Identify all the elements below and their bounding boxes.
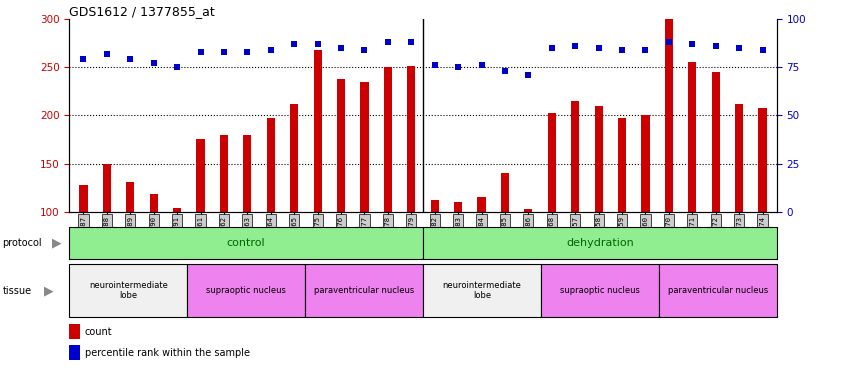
Bar: [69, 264, 187, 317]
Text: protocol: protocol: [3, 238, 42, 248]
Point: [755, 46, 769, 53]
Bar: [244, 135, 251, 308]
Point: [498, 68, 512, 74]
Bar: [665, 19, 673, 308]
Bar: [69, 227, 423, 259]
Bar: [80, 185, 87, 308]
Point: [522, 72, 536, 78]
Bar: [711, 72, 720, 308]
Point: [615, 46, 629, 53]
Point: [545, 45, 558, 51]
Point: [124, 56, 137, 62]
Bar: [659, 264, 777, 317]
Bar: [501, 173, 509, 308]
Bar: [314, 50, 321, 308]
Bar: [618, 118, 626, 308]
Bar: [126, 182, 135, 308]
Text: ▶: ▶: [52, 236, 61, 249]
Bar: [541, 264, 659, 317]
Bar: [477, 197, 486, 308]
Point: [100, 51, 113, 57]
Bar: [196, 140, 205, 308]
Text: neurointermediate
lobe: neurointermediate lobe: [89, 281, 168, 300]
Point: [475, 62, 488, 68]
Point: [639, 46, 652, 53]
Text: paraventricular nucleus: paraventricular nucleus: [314, 286, 415, 295]
Bar: [337, 79, 345, 308]
Bar: [735, 104, 744, 308]
Text: ▶: ▶: [44, 284, 53, 297]
Point: [592, 45, 606, 51]
Text: supraoptic nucleus: supraoptic nucleus: [206, 286, 286, 295]
Text: control: control: [227, 238, 266, 248]
Bar: [431, 200, 439, 308]
Text: supraoptic nucleus: supraoptic nucleus: [560, 286, 640, 295]
Point: [452, 64, 465, 70]
Bar: [220, 135, 228, 308]
Bar: [173, 208, 181, 308]
Point: [428, 62, 442, 68]
Bar: [384, 67, 392, 308]
Point: [569, 43, 582, 49]
Bar: [525, 209, 532, 308]
Point: [170, 64, 184, 70]
Point: [334, 45, 348, 51]
Bar: [423, 264, 541, 317]
Point: [310, 41, 324, 47]
Bar: [187, 264, 305, 317]
Text: neurointermediate
lobe: neurointermediate lobe: [442, 281, 521, 300]
Bar: [454, 202, 462, 308]
Point: [147, 60, 161, 66]
Bar: [266, 118, 275, 308]
Text: paraventricular nucleus: paraventricular nucleus: [667, 286, 768, 295]
Bar: [688, 62, 696, 308]
Text: dehydration: dehydration: [566, 238, 634, 248]
Text: count: count: [85, 327, 113, 337]
Bar: [547, 113, 556, 308]
Point: [217, 49, 231, 55]
Text: tissue: tissue: [3, 286, 31, 296]
Bar: [423, 227, 777, 259]
Point: [662, 39, 676, 45]
Point: [264, 46, 277, 53]
Point: [733, 45, 746, 51]
Bar: [102, 164, 111, 308]
Point: [381, 39, 394, 45]
Text: percentile rank within the sample: percentile rank within the sample: [85, 348, 250, 357]
Bar: [571, 101, 580, 308]
Point: [288, 41, 301, 47]
Point: [240, 49, 254, 55]
Point: [77, 56, 91, 62]
Text: GDS1612 / 1377855_at: GDS1612 / 1377855_at: [69, 4, 215, 18]
Bar: [305, 264, 423, 317]
Point: [685, 41, 699, 47]
Point: [358, 46, 371, 53]
Point: [709, 43, 722, 49]
Bar: [290, 104, 299, 308]
Bar: [360, 81, 369, 308]
Bar: [759, 108, 766, 308]
Bar: [595, 106, 602, 308]
Bar: [150, 194, 157, 308]
Point: [404, 39, 418, 45]
Point: [194, 49, 207, 55]
Bar: [641, 116, 650, 308]
Bar: [407, 66, 415, 308]
